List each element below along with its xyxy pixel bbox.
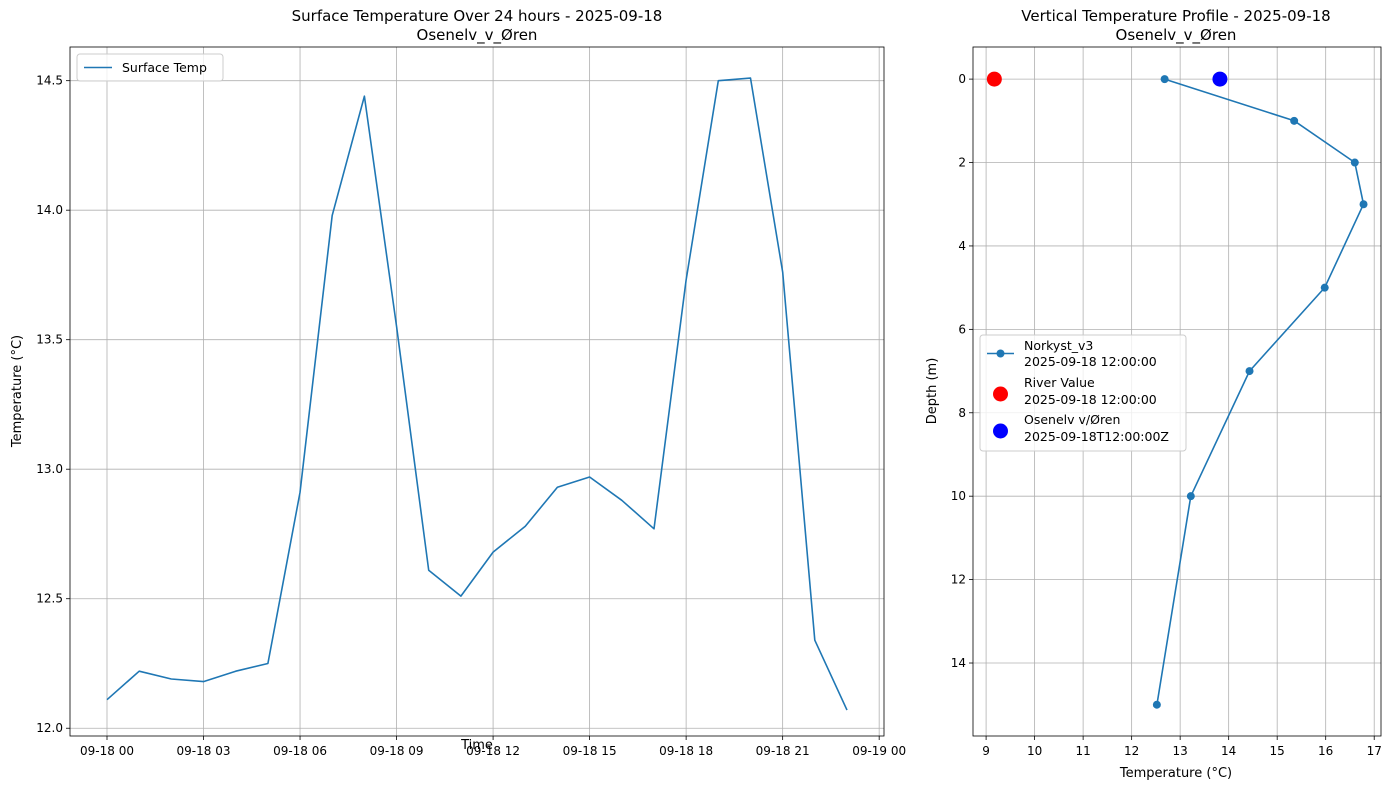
chart1-x-tick-label: 09-18 03: [177, 744, 231, 758]
chart2-y-tick-label: 10: [951, 489, 966, 503]
chart1-legend-label: Surface Temp: [122, 60, 207, 75]
chart2-profile-point: [1186, 492, 1195, 501]
chart2-x-tick-label: 11: [1075, 744, 1090, 758]
chart2-legend-norkyst-line1: Norkyst_v3: [1024, 338, 1093, 353]
chart2-ylabel: Depth (m): [925, 358, 940, 425]
chart2-x-tick-label: 12: [1124, 744, 1139, 758]
chart2-river-value-point: [986, 71, 1002, 87]
chart2-legend-river-line1: River Value: [1024, 375, 1095, 390]
chart2-x-tick-label: 17: [1367, 744, 1382, 758]
chart1-x-tick-label: 09-18 21: [756, 744, 810, 758]
chart2-y-tick-label: 0: [958, 72, 966, 86]
chart1-series-line: [106, 77, 848, 711]
chart2-x-tick-label: 15: [1270, 744, 1285, 758]
chart1-x-tick-label: 09-18 00: [80, 744, 134, 758]
chart1-grid: [70, 47, 884, 736]
chart2-x-tick-label: 13: [1173, 744, 1188, 758]
chart2-x-tick-label: 10: [1027, 744, 1042, 758]
chart2-profile-point: [1359, 200, 1368, 209]
chart1-legend: Surface Temp: [76, 53, 224, 82]
chart1-x-tick-label: 09-18 18: [659, 744, 713, 758]
surface-temperature-chart: Surface Temperature Over 24 hours - 2025…: [10, 7, 906, 758]
chart1-legend-box: [76, 53, 224, 82]
chart1-title-line2: Osenelv_v_Øren: [417, 26, 538, 45]
chart2-profile-point: [1320, 283, 1329, 292]
chart2-station-point: [1212, 71, 1228, 87]
chart2-ticks: 9 10 11 12 13 14 15 16 17 0 2 4 6 8 10 12 14: [951, 72, 1382, 758]
chart2-title-line2: Osenelv_v_Øren: [1116, 26, 1237, 45]
chart2-y-tick-label: 14: [951, 656, 966, 670]
chart2-legend-station-line1: Osenelv v/Øren: [1024, 412, 1120, 427]
chart1-x-tick-label: 09-18 09: [370, 744, 424, 758]
chart1-ticks: 09-18 00 09-18 03 09-18 06 09-18 09 09-18 12…: [36, 74, 906, 758]
chart2-profile-point: [1245, 367, 1254, 376]
chart2-profile-point: [1290, 116, 1299, 125]
chart1-axes-frame: [69, 46, 885, 737]
chart2-y-tick-label: 2: [958, 156, 966, 170]
chart1-x-tick-label: 09-18 12: [466, 744, 520, 758]
chart2-x-tick-label: 9: [982, 744, 990, 758]
chart2-legend-river-line2: 2025-09-18 12:00:00: [1024, 392, 1157, 407]
chart2-profile-point: [1152, 700, 1161, 709]
chart2-y-tick-label: 8: [958, 406, 966, 420]
chart2-legend-norkyst-line2: 2025-09-18 12:00:00: [1024, 354, 1157, 369]
chart2-legend: Norkyst_v3 2025-09-18 12:00:00 River Val…: [979, 334, 1187, 452]
chart2-xlabel: Temperature (°C): [1119, 766, 1232, 781]
chart1-x-tick-label: 09-18 06: [273, 744, 327, 758]
chart2-profile-point: [1160, 75, 1169, 84]
chart2-legend-swatch-station: [993, 423, 1008, 439]
chart1-y-tick-label: 13.0: [36, 462, 63, 476]
chart1-y-tick-label: 12.5: [36, 592, 63, 606]
chart2-x-tick-label: 16: [1318, 744, 1333, 758]
chart1-title-line1: Surface Temperature Over 24 hours - 2025…: [292, 7, 663, 25]
chart1-x-tick-label: 09-18 15: [563, 744, 617, 758]
chart2-series: [986, 71, 1368, 709]
chart2-legend-box: [979, 334, 1187, 452]
chart2-title-line1: Vertical Temperature Profile - 2025-09-1…: [1021, 7, 1330, 25]
chart1-ylabel: Temperature (°C): [10, 335, 25, 448]
chart2-y-tick-label: 6: [958, 322, 966, 336]
vertical-profile-chart: Vertical Temperature Profile - 2025-09-1…: [925, 7, 1382, 781]
chart2-profile-point: [1350, 158, 1359, 167]
chart1-y-tick-label: 12.0: [36, 721, 63, 735]
chart1-y-tick-label: 14.5: [36, 74, 63, 88]
chart1-series: [106, 77, 848, 711]
chart2-x-tick-label: 14: [1221, 744, 1236, 758]
chart2-legend-swatch-river: [993, 386, 1008, 402]
chart1-x-tick-label: 09-19 00: [852, 744, 906, 758]
chart2-y-tick-label: 12: [951, 573, 966, 587]
chart2-legend-station-line2: 2025-09-18T12:00:00Z: [1024, 429, 1169, 444]
chart1-xlabel: Time: [460, 738, 493, 753]
chart1-y-tick-label: 14.0: [36, 203, 63, 217]
chart2-profile-line: [1156, 78, 1365, 705]
chart2-axes-frame: [972, 46, 1382, 737]
chart1-y-tick-label: 13.5: [36, 333, 63, 347]
chart2-legend-swatch-norkyst-dot: [996, 349, 1005, 358]
chart2-y-tick-label: 4: [958, 239, 966, 253]
